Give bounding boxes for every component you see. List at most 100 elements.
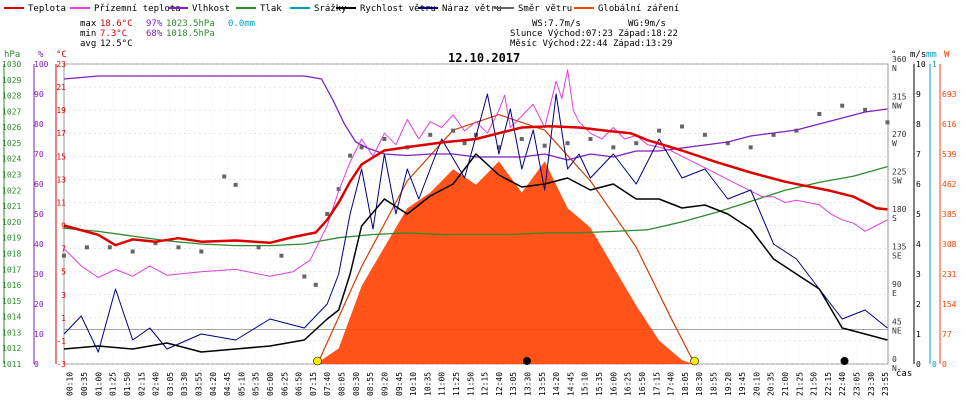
time-label: 03:30 — [180, 372, 189, 396]
stat-max-press: 1023.5hPa — [166, 19, 215, 29]
hum-tick: 30 — [34, 270, 44, 279]
moonset-marker — [522, 357, 531, 365]
rad-tick: 693 — [942, 90, 957, 99]
dir-tick: 90 — [892, 280, 902, 289]
time-label: 02:40 — [152, 372, 161, 396]
stat-max-label: max — [80, 19, 97, 29]
hpa-tick: 1014 — [2, 313, 21, 322]
series-dir-point — [748, 145, 753, 150]
hpa-tick: 1013 — [2, 328, 21, 337]
series-dir-point — [302, 274, 307, 279]
hpa-tick: 1028 — [2, 92, 21, 101]
time-label: 07:15 — [309, 372, 318, 396]
hpa-tick: 1011 — [2, 360, 21, 369]
rad-tick: 616 — [942, 120, 957, 129]
temp-tick: 15 — [56, 152, 66, 161]
temp-tick: 1 — [61, 314, 66, 323]
legend-label-1: Přízemní teplota — [94, 4, 181, 14]
temp-tick: 7 — [61, 245, 66, 254]
dir-compass: N — [892, 64, 897, 73]
time-label: 06:25 — [280, 372, 289, 396]
rad-unit: W — [944, 50, 950, 60]
time-label: 23:30 — [867, 372, 876, 396]
wind-tick: 10 — [916, 60, 926, 69]
series-radiation-area — [315, 161, 694, 364]
time-label: 12:40 — [495, 372, 504, 396]
series-dir-point — [771, 132, 776, 137]
series-dir-point — [325, 212, 330, 216]
temp-unit: °C — [56, 50, 67, 60]
dir-tick: 315 — [892, 93, 907, 102]
series-dir-point — [348, 153, 353, 158]
time-label: 04:45 — [223, 372, 232, 396]
series-dir-point — [702, 132, 707, 137]
time-label: 08:55 — [366, 372, 375, 396]
hum-tick: 100 — [34, 60, 49, 69]
time-label: 11:50 — [466, 372, 475, 396]
series-dir-point — [840, 103, 845, 108]
dir-compass: W — [892, 139, 897, 148]
series-dir-point — [359, 145, 364, 150]
wind-tick: 5 — [916, 210, 921, 219]
hpa-tick: 1024 — [2, 155, 21, 164]
series-dir-point — [176, 245, 181, 250]
hpa-tick: 1023 — [2, 171, 21, 180]
legend-label-2: Vlhkost — [192, 4, 230, 14]
series-dir-point — [130, 249, 135, 254]
time-label: 08:30 — [352, 372, 361, 396]
series-dir-point — [817, 112, 822, 116]
temp-tick: 5 — [61, 268, 66, 277]
rad-tick: 231 — [942, 270, 957, 279]
moonrise-marker — [840, 357, 849, 365]
temp-tick: 11 — [56, 198, 66, 207]
time-label: 21:25 — [795, 372, 804, 396]
time-label: 17:40 — [667, 372, 676, 396]
series-dir-point — [885, 120, 890, 125]
temp-tick: 3 — [61, 291, 66, 300]
dir-unit: ° — [891, 50, 896, 60]
series-dir-point — [863, 107, 868, 112]
series-dir-point — [725, 141, 730, 146]
time-label: 11:00 — [438, 372, 447, 396]
rain-unit: mm — [926, 50, 937, 60]
series-dir-point — [382, 137, 387, 141]
rad-tick: 154 — [942, 300, 957, 309]
temp-tick: 23 — [56, 60, 66, 69]
legend-label-5: Rychlost větru — [360, 4, 436, 14]
temp-tick: -1 — [56, 337, 66, 346]
rain-tick: 0 — [932, 360, 937, 369]
legend-label-7: Směr větru — [518, 4, 572, 14]
time-label: 02:15 — [137, 372, 146, 396]
dir-tick: 0 — [892, 355, 897, 364]
time-label: 07:40 — [323, 372, 332, 396]
stat-max-hum: 97% — [146, 19, 163, 29]
time-label: 18:30 — [695, 372, 704, 396]
hpa-tick: 1019 — [2, 234, 21, 243]
hpa-unit: hPa — [4, 50, 20, 60]
hum-tick: 90 — [34, 90, 44, 99]
rad-tick: 539 — [942, 150, 957, 159]
time-label: 17:15 — [652, 372, 661, 396]
hpa-tick: 1026 — [2, 123, 21, 132]
series-dir-point — [496, 145, 501, 150]
time-label: 15:10 — [581, 372, 590, 396]
time-label: 08:05 — [338, 372, 347, 396]
wind-tick: 2 — [916, 300, 921, 309]
time-label: 19:45 — [738, 372, 747, 396]
series-pressure — [63, 165, 888, 247]
series-dir-point — [451, 128, 456, 133]
wind-unit: m/s — [910, 50, 926, 60]
time-unit: čas — [896, 368, 912, 379]
time-label: 01:25 — [109, 372, 118, 396]
dir-compass: N — [892, 364, 897, 373]
series-dir-point — [199, 249, 204, 254]
wind-tick: 8 — [916, 120, 921, 129]
time-label: 04:20 — [209, 372, 218, 396]
dir-compass: NE — [892, 327, 902, 336]
wind-speed-stat: WS:7.7m/s — [532, 19, 581, 29]
series-dir-point — [222, 174, 227, 179]
time-label: 14:45 — [566, 372, 575, 396]
wind-tick: 1 — [916, 330, 921, 339]
